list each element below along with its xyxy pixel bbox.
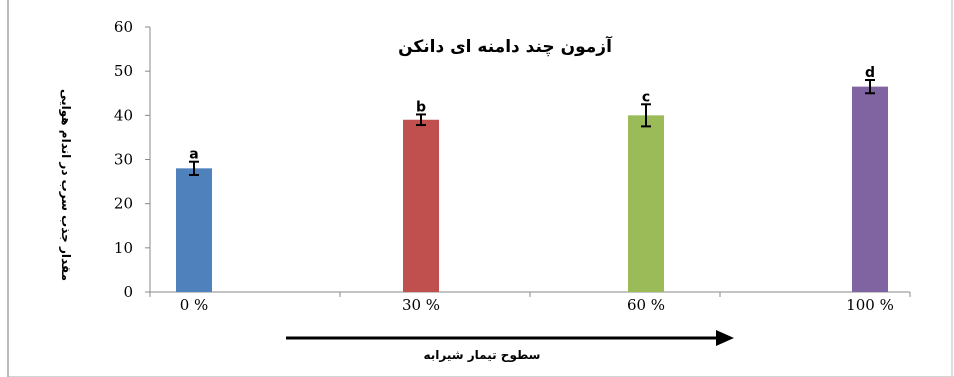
x-tick-label: 100 % [846,296,894,314]
y-tick-label: 40 [114,106,133,124]
significance-label: c [642,89,650,105]
y-tick-label: 20 [114,195,133,213]
x-axis-arrow-head [716,330,734,346]
significance-label: b [416,99,426,115]
y-tick-label: 50 [114,62,133,80]
significance-label: a [189,147,198,163]
y-tick-label: 10 [114,239,133,257]
x-axis-label: سطوح تیمار شیرابه [424,348,541,363]
x-ticks: 0 % 30 % 60 % 100 % [149,292,911,314]
x-tick-label: 0 % [180,296,209,314]
bar [176,168,212,292]
chart-title: آزمون چند دامنه ای دانکن [398,35,613,57]
x-tick-label: 60 % [627,296,665,314]
y-tick-label: 60 [114,18,133,36]
y-tick-label: 0 [123,283,133,301]
bar [628,115,664,292]
bars: a b c d [176,65,888,292]
y-ticks: 0 10 20 30 40 50 60 [114,18,150,301]
bar [852,86,888,292]
y-axis-label: مقدار جذب سرب در اندام هوایی [58,89,73,281]
significance-label: d [865,65,875,81]
x-tick-label: 30 % [402,296,440,314]
bar [403,119,439,292]
y-tick-label: 30 [114,151,133,169]
